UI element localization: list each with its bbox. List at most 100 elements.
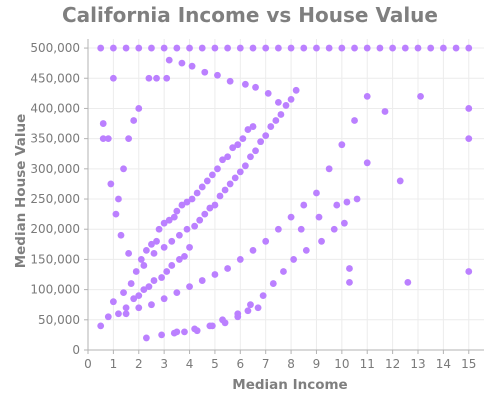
y-tick-label: 450,000 (30, 71, 80, 85)
scatter-point (465, 135, 472, 142)
scatter-point (245, 307, 252, 314)
scatter-point (288, 96, 295, 103)
y-tick-label: 50,000 (38, 313, 80, 327)
scatter-point (115, 310, 122, 317)
scatter-point (214, 72, 221, 79)
scatter-point (402, 45, 409, 52)
scatter-point (214, 165, 221, 172)
x-tick-label: 9 (313, 357, 321, 371)
x-tick-label: 4 (186, 357, 194, 371)
scatter-point (123, 45, 130, 52)
scatter-point (351, 45, 358, 52)
scatter-point (338, 45, 345, 52)
y-axis-label: Median House Value (13, 114, 29, 269)
y-tick-label: 500,000 (30, 41, 80, 55)
scatter-point (252, 84, 259, 91)
scatter-point (300, 45, 307, 52)
scatter-point (344, 199, 351, 206)
scatter-point (161, 244, 168, 251)
scatter-point (382, 108, 389, 115)
grid-lines (88, 39, 484, 350)
scatter-point (275, 45, 282, 52)
y-tick-label: 400,000 (30, 101, 80, 115)
scatter-point (270, 280, 277, 287)
scatter-point (293, 87, 300, 94)
scatter-point (364, 93, 371, 100)
x-tick-label: 2 (135, 357, 143, 371)
scatter-point (204, 178, 211, 185)
y-tick-label: 350,000 (30, 132, 80, 146)
scatter-point (130, 117, 137, 124)
scatter-point (262, 238, 269, 245)
scatter-point (260, 292, 267, 299)
scatter-point (237, 45, 244, 52)
scatter-point (283, 102, 290, 109)
scatter-point (148, 301, 155, 308)
scatter-point (242, 162, 249, 169)
scatter-point (275, 226, 282, 233)
scatter-point (158, 274, 165, 281)
chart-title: California Income vs House Value (62, 3, 438, 27)
scatter-point (427, 45, 434, 52)
scatter-point (191, 223, 198, 230)
scatter-point (262, 45, 269, 52)
scatter-point (199, 184, 206, 191)
scatter-point (212, 271, 219, 278)
scatter-point (222, 187, 229, 194)
y-tick-label: 0 (72, 343, 80, 357)
scatter-point (143, 247, 150, 254)
scatter-point (143, 335, 150, 342)
scatter-point (247, 153, 254, 160)
x-tick-label: 10 (334, 357, 349, 371)
scatter-point (201, 211, 208, 218)
scatter-point (158, 332, 165, 339)
scatter-point (153, 238, 160, 245)
scatter-point (288, 214, 295, 221)
scatter-point (316, 214, 323, 221)
scatter-point (465, 268, 472, 275)
scatter-point (300, 202, 307, 209)
scatter-point (252, 147, 259, 154)
scatter-point (115, 196, 122, 203)
scatter-point (163, 75, 170, 82)
x-axis-label: Median Income (232, 377, 347, 393)
scatter-point (181, 253, 188, 260)
scatter-point (354, 196, 361, 203)
y-tick-label: 150,000 (30, 252, 80, 266)
scatter-point (176, 232, 183, 239)
scatter-point (237, 168, 244, 175)
scatter-point (465, 105, 472, 112)
scatter-point (105, 313, 112, 320)
scatter-point (453, 45, 460, 52)
scatter-point (189, 63, 196, 70)
scatter-point (227, 181, 234, 188)
scatter-point (212, 202, 219, 209)
scatter-point (128, 280, 135, 287)
scatter-point (212, 45, 219, 52)
scatter-point (415, 45, 422, 52)
scatter-point (118, 232, 125, 239)
scatter-point (303, 247, 310, 254)
scatter-point (255, 304, 262, 311)
y-tick-label: 300,000 (30, 162, 80, 176)
scatter-point (275, 99, 282, 106)
scatter-point (234, 141, 241, 148)
scatter-point (313, 45, 320, 52)
y-tick-label: 200,000 (30, 222, 80, 236)
scatter-point (196, 217, 203, 224)
scatter-point (326, 165, 333, 172)
x-tick-label: 11 (360, 357, 375, 371)
scatter-point (290, 256, 297, 263)
scatter-point (199, 277, 206, 284)
y-tick-label: 250,000 (30, 192, 80, 206)
scatter-point (404, 279, 411, 286)
scatter-point (239, 135, 246, 142)
scatter-point (135, 45, 142, 52)
scatter-point (232, 174, 239, 181)
scatter-point (120, 289, 127, 296)
scatter-point (151, 277, 158, 284)
scatter-point (209, 322, 216, 329)
scatter-point (125, 135, 132, 142)
scatter-point (146, 283, 153, 290)
scatter-point (465, 45, 472, 52)
